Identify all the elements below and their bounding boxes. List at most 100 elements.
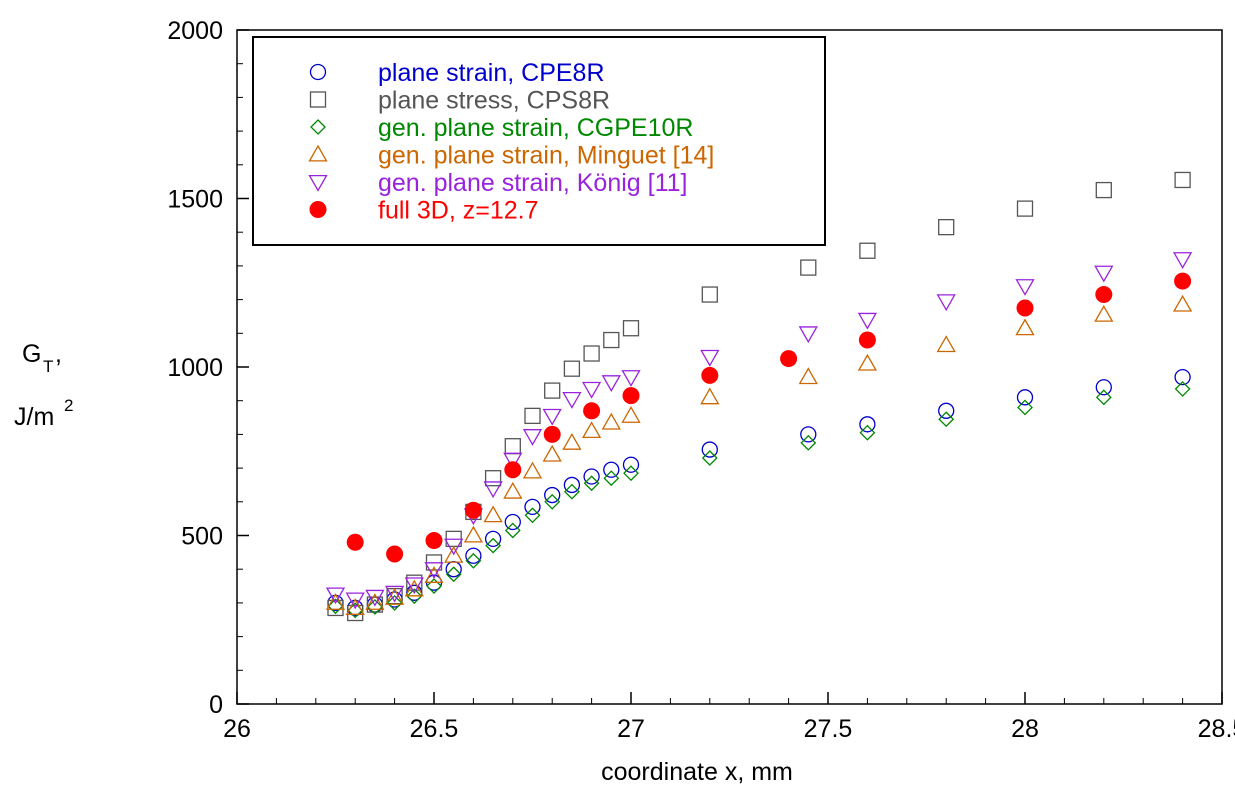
data-point xyxy=(406,588,423,605)
data-point xyxy=(1095,389,1112,406)
data-point xyxy=(581,381,602,399)
legend-marker xyxy=(308,174,328,192)
data-point xyxy=(544,493,561,510)
data-point xyxy=(325,593,346,610)
data-point xyxy=(621,406,641,423)
data-point xyxy=(700,349,720,367)
data-point xyxy=(1095,379,1112,396)
y-axis-title-unit-exponent: 2 xyxy=(64,396,73,415)
data-point xyxy=(504,461,522,479)
data-point xyxy=(858,331,876,349)
data-point xyxy=(404,577,424,595)
data-point xyxy=(583,345,600,362)
data-point xyxy=(701,450,718,466)
data-point xyxy=(1095,181,1112,199)
legend-label: gen. plane strain, Minguet [14] xyxy=(378,142,714,170)
y-axis-title-subscript: T xyxy=(43,357,53,376)
data-point xyxy=(504,438,521,455)
data-point xyxy=(623,465,639,482)
x-tick-label: 26.5 xyxy=(410,715,459,743)
data-point xyxy=(444,538,464,556)
data-point xyxy=(484,530,502,548)
data-point xyxy=(701,286,718,303)
data-point xyxy=(857,312,878,330)
data-point xyxy=(544,486,561,504)
data-point xyxy=(780,350,798,368)
data-point xyxy=(366,596,384,613)
data-point xyxy=(1015,318,1035,336)
data-point xyxy=(1174,368,1191,386)
legend-label: plane strain, CPE8R xyxy=(378,59,605,87)
data-point xyxy=(1174,171,1191,189)
data-point xyxy=(465,547,482,564)
data-point xyxy=(1016,389,1034,406)
data-point xyxy=(603,331,620,349)
data-point xyxy=(1094,265,1114,283)
data-point xyxy=(800,259,817,276)
data-point xyxy=(701,441,718,458)
data-point xyxy=(798,367,818,385)
y-axis-title-comma: , xyxy=(55,340,62,368)
data-points xyxy=(325,171,1193,622)
data-point xyxy=(563,483,580,500)
series-3 xyxy=(327,380,1191,619)
data-point xyxy=(366,599,383,615)
data-point xyxy=(1094,304,1114,322)
data-point xyxy=(621,370,641,387)
data-point xyxy=(404,579,424,597)
data-point xyxy=(386,545,404,563)
data-point xyxy=(859,424,876,441)
x-tick-label: 27 xyxy=(617,715,645,743)
x-tick-label: 26 xyxy=(223,715,251,743)
x-tick-label: 27.5 xyxy=(804,715,853,743)
data-point xyxy=(581,421,602,439)
data-point xyxy=(1172,252,1193,269)
data-point xyxy=(484,470,502,487)
data-point xyxy=(938,402,955,419)
data-point xyxy=(1174,380,1191,397)
series-1 xyxy=(327,368,1191,617)
data-point xyxy=(938,218,955,236)
data-point xyxy=(798,326,818,344)
axis-ticks xyxy=(236,29,1223,705)
data-point xyxy=(542,444,562,462)
data-point xyxy=(544,382,561,399)
data-point xyxy=(622,387,640,405)
data-point xyxy=(327,598,344,615)
axis-tick-labels: 26 26.5 27 27.5 28 28.5 0 500 1000 1500 2000 xyxy=(167,17,1235,743)
data-point xyxy=(463,525,484,543)
y-tick-label: 2000 xyxy=(167,17,223,45)
data-point xyxy=(583,402,601,420)
data-point xyxy=(425,532,443,550)
legend-marker xyxy=(310,119,326,135)
data-point xyxy=(542,408,562,426)
series-6 xyxy=(346,272,1192,563)
data-point xyxy=(504,513,521,531)
data-point xyxy=(365,589,385,607)
y-axis-title: G T , J/m 2 xyxy=(14,340,73,431)
data-point xyxy=(1174,272,1192,290)
data-point xyxy=(936,294,956,312)
data-point xyxy=(859,242,876,259)
data-point xyxy=(504,522,521,539)
data-point xyxy=(524,407,541,425)
data-point xyxy=(426,578,442,594)
data-point xyxy=(464,501,482,519)
data-point xyxy=(424,562,444,580)
data-point xyxy=(522,461,543,479)
data-point xyxy=(444,545,464,563)
y-tick-label: 1500 xyxy=(167,186,223,214)
data-point xyxy=(563,360,581,377)
data-point xyxy=(938,411,955,428)
data-point xyxy=(603,470,620,487)
y-tick-label: 1000 xyxy=(167,354,223,382)
data-point xyxy=(524,507,541,524)
data-point xyxy=(503,481,523,499)
data-point xyxy=(445,566,462,583)
data-point xyxy=(562,391,582,409)
data-point xyxy=(583,468,600,485)
data-point xyxy=(325,587,346,605)
data-point xyxy=(603,461,620,478)
data-point xyxy=(384,588,405,605)
legend-label: gen. plane strain, König [11] xyxy=(378,169,687,197)
